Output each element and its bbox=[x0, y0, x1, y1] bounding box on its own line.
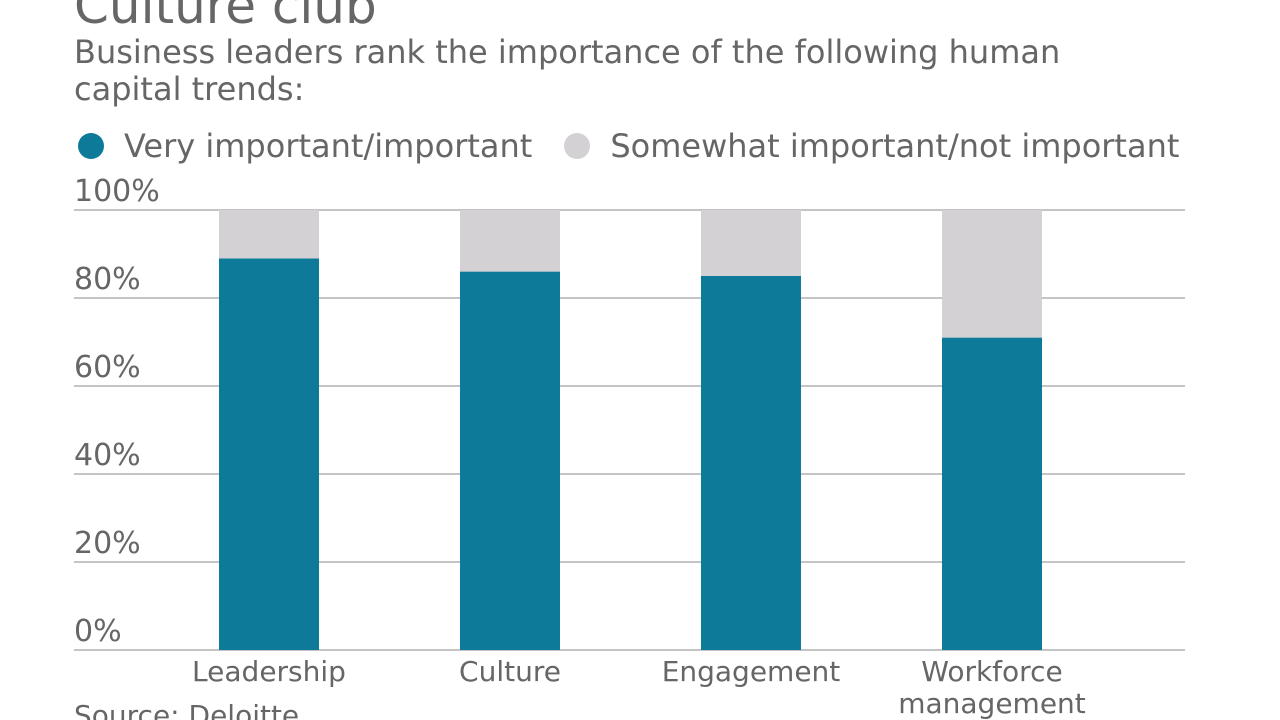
bar-segment bbox=[219, 258, 319, 650]
legend-label: Very important/important bbox=[124, 127, 533, 165]
bar-segment bbox=[460, 210, 560, 272]
y-tick-label: 0% bbox=[74, 614, 122, 649]
x-tick-label: Workforce management bbox=[898, 655, 1086, 720]
bar-segment bbox=[942, 210, 1042, 338]
y-tick-label: 40% bbox=[74, 438, 141, 473]
legend-label: Somewhat important/not important bbox=[610, 127, 1180, 165]
bar-segment bbox=[942, 337, 1042, 650]
chart-title: Culture club bbox=[74, 0, 377, 35]
bar-segment bbox=[460, 271, 560, 650]
bar-segment bbox=[219, 210, 319, 259]
bar-segment bbox=[701, 276, 801, 650]
y-tick-label: 60% bbox=[74, 350, 141, 385]
x-tick-label: Engagement bbox=[661, 655, 841, 688]
y-tick-label: 100% bbox=[74, 174, 160, 209]
y-tick-label: 80% bbox=[74, 262, 141, 297]
legend: Very important/important Somewhat importa… bbox=[78, 126, 1179, 166]
legend-item: Somewhat important/not important bbox=[564, 126, 1179, 166]
legend-swatch bbox=[78, 133, 104, 159]
x-tick-label: Culture bbox=[459, 655, 561, 688]
legend-swatch bbox=[564, 133, 591, 159]
x-tick-label: Leadership bbox=[192, 655, 346, 688]
y-tick-label: 20% bbox=[74, 526, 141, 561]
bar-segment bbox=[701, 210, 801, 276]
source-note: Source: Deloitte bbox=[74, 699, 300, 720]
legend-item: Very important/important bbox=[78, 126, 532, 166]
chart-subtitle: Business leaders rank the importance of … bbox=[74, 33, 1061, 108]
